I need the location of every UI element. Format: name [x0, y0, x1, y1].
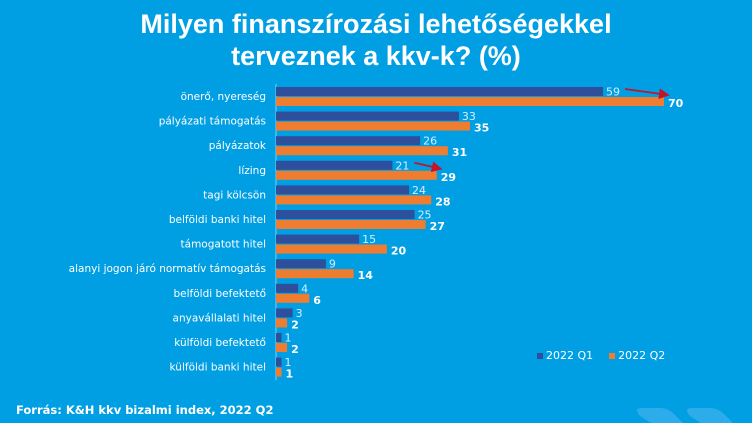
data-label-q1: 1 — [285, 332, 292, 345]
bar-q2 — [276, 293, 310, 303]
category-label: önerő, nyereség — [181, 91, 266, 103]
bar-q1 — [276, 259, 326, 269]
data-label-q2: 28 — [435, 195, 450, 208]
data-label-q1: 1 — [285, 356, 292, 369]
bar-q1 — [276, 87, 604, 96]
category-label: lízing — [238, 165, 266, 177]
bar-q2 — [276, 343, 288, 352]
data-label-q2: 27 — [430, 220, 445, 233]
bar-q2 — [276, 97, 664, 106]
bar-q2 — [276, 367, 282, 377]
bar-q2 — [276, 121, 470, 131]
legend-label-q1: 2022 Q1 — [546, 349, 594, 362]
data-label-q2: 29 — [441, 171, 456, 184]
data-label-q1: 59 — [606, 86, 620, 99]
data-label-q1: 25 — [418, 209, 432, 222]
bar-q1 — [276, 160, 393, 170]
data-label-q1: 24 — [412, 184, 426, 197]
data-label-q1: 9 — [329, 258, 336, 271]
category-label: külföldi befektető — [174, 337, 266, 349]
bar-q1 — [276, 111, 459, 121]
bar-q2 — [276, 269, 354, 279]
category-label: támogatott hitel — [181, 239, 266, 251]
category-label: anyavállalati hitel — [173, 312, 266, 324]
bar-q2 — [276, 318, 288, 328]
title-line-2: terveznek a kkv-k? (%) — [231, 41, 521, 71]
bar-q1 — [276, 136, 421, 146]
bar-q2 — [276, 170, 437, 180]
legend-item-q1: 2022 Q1 — [537, 349, 593, 362]
chart-title: Milyen finanszírozási lehetőségekkel ter… — [0, 8, 752, 72]
bar-q2 — [276, 146, 448, 156]
bar-q1 — [276, 210, 415, 219]
legend-item-q2: 2022 Q2 — [609, 349, 665, 362]
data-label-q2: 35 — [474, 122, 489, 135]
legend-swatch-q2 — [609, 352, 616, 359]
legend: 2022 Q1 2022 Q2 — [537, 349, 665, 362]
legend-label-q2: 2022 Q2 — [618, 349, 666, 362]
category-label: pályázati támogatás — [159, 116, 266, 128]
bar-q1 — [276, 283, 299, 293]
category-label: belföldi banki hitel — [169, 214, 266, 226]
data-label-q2: 31 — [452, 146, 467, 159]
category-label: pályázatok — [209, 140, 267, 152]
data-label-q2: 1 — [286, 368, 294, 381]
data-label-q2: 20 — [391, 245, 407, 258]
trend-arrow — [414, 161, 443, 173]
bar-q2 — [276, 195, 432, 205]
category-label: külföldi banki hitel — [170, 362, 266, 374]
legend-swatch-q1 — [537, 352, 543, 359]
data-label-q2: 14 — [358, 269, 374, 282]
data-label-q2: 2 — [291, 318, 299, 331]
data-label-q1: 33 — [462, 110, 476, 123]
data-label-q1: 3 — [296, 307, 303, 320]
bar-q2 — [276, 244, 387, 254]
bar-q1 — [276, 357, 282, 367]
bar-q1 — [276, 308, 293, 318]
data-label-q1: 15 — [362, 233, 376, 246]
bar-q2 — [276, 220, 426, 229]
bar-q1 — [276, 185, 410, 195]
source-note: Forrás: K&H kkv bizalmi index, 2022 Q2 — [16, 403, 274, 417]
category-label: tagi kölcsön — [203, 189, 266, 201]
data-label-q2: 2 — [291, 343, 299, 356]
bar-q1 — [276, 333, 282, 342]
trend-arrow — [624, 88, 670, 100]
data-label-q2: 6 — [313, 294, 321, 307]
data-label-q1: 21 — [395, 159, 409, 172]
data-label-q2: 70 — [668, 97, 684, 110]
title-line-1: Milyen finanszírozási lehetőségekkel — [140, 9, 612, 39]
category-label: belföldi befektető — [174, 288, 266, 300]
data-label-q1: 4 — [301, 282, 308, 295]
data-label-q1: 26 — [423, 135, 437, 148]
category-label: alanyi jogon járó normatív támogatás — [69, 263, 266, 275]
bar-q1 — [276, 234, 360, 244]
